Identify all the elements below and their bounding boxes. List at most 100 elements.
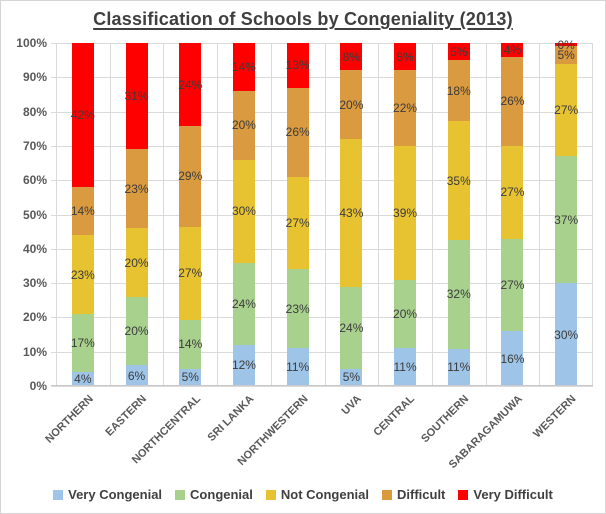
bar-segment: 16% [500,331,524,386]
bar-segment: 18% [447,60,471,122]
bar-segment: 5% [179,368,202,386]
bar-segment: 27% [500,145,525,239]
bar-segment-label: 31% [124,89,149,104]
h-gridline [51,180,593,182]
bar-segment-label: 20% [339,97,364,112]
bar-segment: 30% [231,159,256,263]
bar-segment: 24% [178,43,202,127]
bar-segment: 5% [555,46,578,64]
bar-column: 0% 5% 27% 37% 30% [539,38,593,386]
bar-segment-label: 30% [231,204,256,219]
bar-segment-label: 20% [231,118,256,133]
stacked-bar: 0% 5% 27% 37% 30% [554,38,579,386]
bar-segment-label: 30% [554,327,579,342]
y-axis-label: 30% [22,276,47,291]
x-axis-label: NORTHERN [42,393,96,446]
bar-segment: 27% [286,176,310,270]
bar-segment: 6% [125,365,148,386]
stacked-bar: 24% 29% 27% 14% 5% [178,43,203,386]
bar-segment: 24% [231,262,256,345]
legend-item: Difficult [382,487,445,502]
bar-segment: 5% [340,368,363,386]
v-gridline [217,43,219,386]
legend-swatch-icon [175,489,186,500]
bar-segment: 20% [393,279,417,349]
bar-segment-label: 11% [286,360,310,375]
bar-segment-label: 39% [393,205,418,220]
x-axis-label: SRI LANKA [205,393,257,444]
x-axis-labels: NORTHERN EASTERN NORTHCENTRAL SRI LANKA NORT… [43,386,593,481]
bar-segment-label: 37% [554,212,579,227]
h-gridline [51,248,593,250]
bar-segment-label: 27% [554,102,579,117]
bar-segment-label: 23% [285,301,310,316]
bar-column: 8% 20% 43% 24% 5% [325,43,379,386]
bar-segment-label: 14% [231,60,256,75]
legend-item: Not Congenial [265,487,369,502]
v-gridline [270,43,272,386]
legend: Very Congenial Congenial Not Congenial Diff… [1,487,605,502]
bar-segment: 26% [285,87,310,177]
bar-segment: 27% [178,226,203,321]
bar-segment: 31% [124,43,149,150]
y-axis-label: 80% [22,104,47,119]
bar-segment-label: 24% [231,296,256,311]
bar-segment: 24% [339,286,363,369]
v-gridline [163,43,165,386]
bar-column: 14% 20% 30% 24% 12% [217,43,271,386]
bar-segment-label: 5% [181,370,199,385]
plot-area: 100% 90% 80% 70% 60% 50% 40% 30% 20% 10% 0% 42% 14%… [16,36,593,471]
legend-label: Difficult [397,487,446,502]
h-gridline [51,317,593,319]
legend-swatch-icon [382,489,392,500]
bar-segment-label: 8% [396,49,414,64]
bar-segment-label: 26% [285,125,310,140]
stacked-bar: 4% 26% 27% 27% 16% [500,43,525,386]
v-gridline [485,43,487,386]
h-gridline [51,77,593,79]
bar-segment-label: 27% [500,277,525,292]
bar-segment-label: 8% [342,49,361,64]
x-axis-label: UVA [339,393,364,418]
bar-segment-label: 26% [500,94,525,109]
bar-segment: 29% [178,126,202,227]
x-axis-line [51,385,593,386]
y-axis-label: 40% [22,241,47,256]
bar-segment: 13% [286,43,310,88]
legend-label: Not Congenial [280,487,369,502]
bar-segment: 20% [125,228,149,297]
stacked-bar: 14% 20% 30% 24% 12% [231,43,256,386]
h-gridline [51,351,593,353]
bar-segment: 23% [285,269,310,349]
bar-segment: 4% [71,372,94,386]
bar-segment-label: 27% [500,185,525,200]
y-axis-label: 20% [22,310,47,325]
bar-segment-label: 5% [450,44,468,59]
bar-segment: 23% [124,149,149,229]
legend-label: Very Difficult [473,487,553,502]
legend-item: Very Difficult [458,487,553,502]
h-gridline [51,43,593,44]
x-axis-label: WESTERN [531,393,579,441]
stacked-bar: 5% 18% 35% 32% 11% [446,43,471,386]
bar-segment-label: 23% [70,267,95,282]
v-gridline [56,43,57,386]
bar-segment-label: 27% [178,266,203,281]
y-axis-label: 0% [29,379,47,393]
bar-segment: 42% [71,43,95,188]
x-axis-label: SOUTHERN [419,393,472,446]
bar-segment: 32% [446,239,471,349]
bar-column: 4% 26% 27% 27% 16% [486,43,540,386]
bar-column: 8% 22% 39% 20% 11% [378,43,432,386]
v-gridline [324,43,326,386]
h-gridline [51,214,593,216]
bar-segment-label: 12% [231,358,256,373]
bar-segment: 0% [555,38,578,52]
bar-segment-label: 17% [70,336,95,351]
bar-segment-label: 23% [124,181,149,196]
bar-segment: 14% [231,43,256,92]
bar-segment: 27% [500,238,525,332]
bar-segment-label: 22% [393,101,418,116]
bar-segment-label: 32% [446,287,471,302]
